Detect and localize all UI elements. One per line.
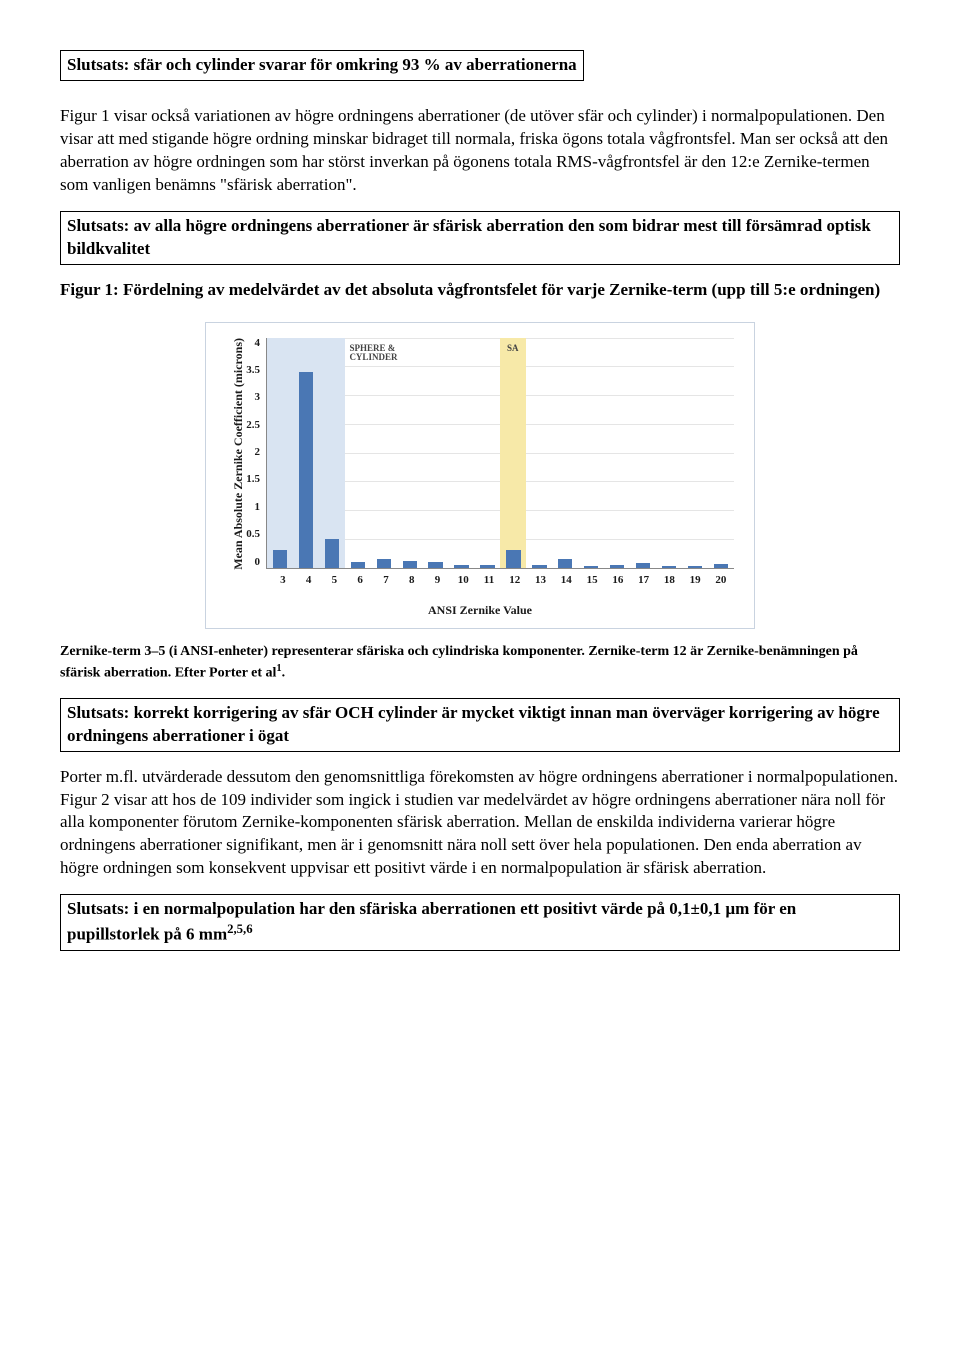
chart-xlabel: ANSI Zernike Value <box>226 602 734 618</box>
conclusion-box-4: Slutsats: i en normalpopulation har den … <box>60 894 900 951</box>
chart-bar <box>351 562 365 568</box>
chart-bar <box>506 550 520 567</box>
chart-bar <box>532 565 546 568</box>
chart-bar <box>688 566 702 568</box>
conclusion-box-1: Slutsats: sfär och cylinder svarar för o… <box>60 50 584 81</box>
chart-bar <box>636 563 650 568</box>
chart-bar <box>403 561 417 568</box>
figure-sub-caption: Zernike-term 3–5 (i ANSI-enheter) repres… <box>60 643 900 683</box>
chart-plot-area: SPHERE &CYLINDERSA <box>266 338 734 569</box>
chart-yaxis: 43.532.521.510.50 <box>246 338 266 568</box>
chart-bar <box>662 566 676 568</box>
paragraph-2: Porter m.fl. utvärderade dessutom den ge… <box>60 766 900 881</box>
chart-ylabel: Mean Absolute Zernike Coefficient (micro… <box>226 338 246 570</box>
chart-bar <box>558 559 572 568</box>
chart-bar <box>454 565 468 568</box>
chart-bar <box>714 564 728 567</box>
chart-bar <box>273 550 287 567</box>
chart-bar <box>377 559 391 568</box>
conclusion-box-2: Slutsats: av alla högre ordningens aberr… <box>60 211 900 265</box>
zernike-chart: Mean Absolute Zernike Coefficient (micro… <box>205 322 755 630</box>
chart-bar <box>325 539 339 568</box>
chart-bar <box>480 565 494 568</box>
chart-bar <box>299 372 313 568</box>
chart-bar <box>610 565 624 567</box>
chart-bar <box>428 562 442 568</box>
chart-xaxis: 34567891011121314151617181920 <box>270 573 734 588</box>
figure-caption: Figur 1: Fördelning av medelvärdet av de… <box>60 279 900 302</box>
paragraph-1: Figur 1 visar också variationen av högre… <box>60 105 900 197</box>
chart-bar <box>584 566 598 568</box>
conclusion-box-3: Slutsats: korrekt korrigering av sfär OC… <box>60 698 900 752</box>
